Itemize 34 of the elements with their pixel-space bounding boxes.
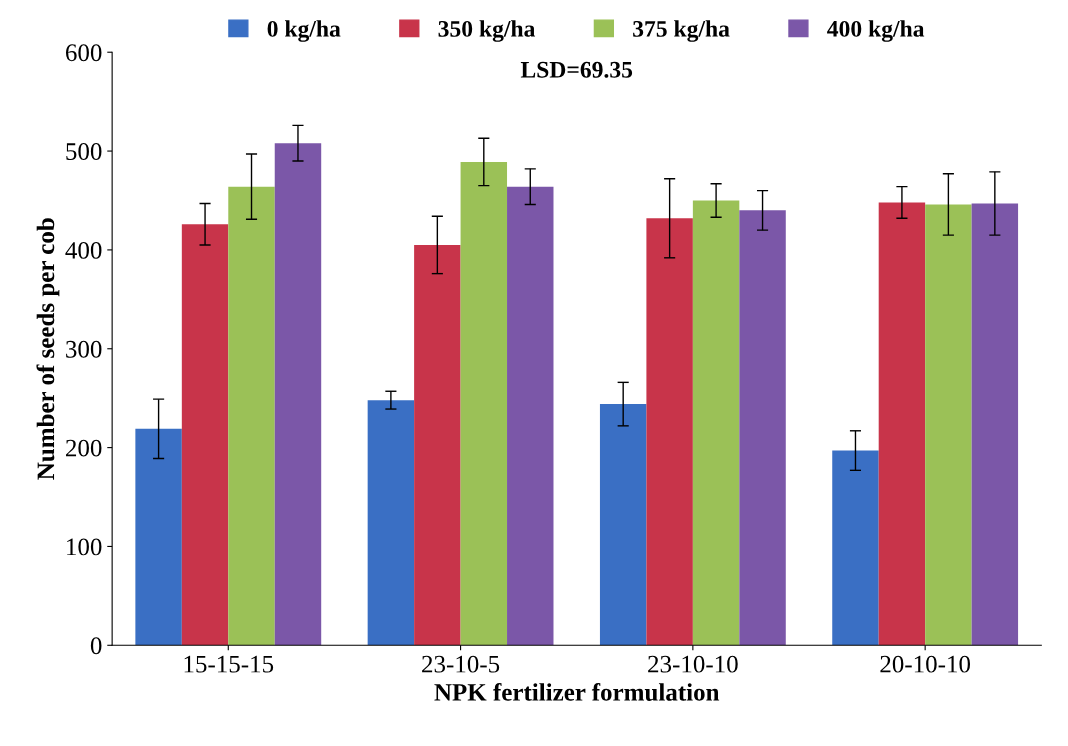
x-axis-title: NPK fertilizer formulation bbox=[434, 682, 720, 701]
x-tick-label: 23-10-10 bbox=[648, 655, 738, 673]
y-tick-label: 300 bbox=[66, 340, 102, 358]
legend-label: 400 kg/ha bbox=[827, 20, 925, 42]
bar bbox=[228, 186, 275, 646]
y-tick-label: 200 bbox=[66, 439, 102, 457]
legend-label: 375 kg/ha bbox=[633, 20, 730, 42]
legend-label: 0 kg/ha bbox=[267, 20, 341, 42]
bar bbox=[646, 218, 693, 646]
y-tick-label: 400 bbox=[65, 241, 102, 259]
bar bbox=[925, 204, 972, 646]
bar bbox=[274, 143, 322, 646]
bar bbox=[739, 210, 786, 646]
x-tick-label: 15-15-15 bbox=[184, 655, 274, 673]
bar bbox=[135, 428, 182, 646]
x-tick-label: 23-10-5 bbox=[422, 655, 500, 673]
annotation: LSD=69.35 bbox=[520, 61, 633, 78]
x-tick-label: 20-10-10 bbox=[880, 655, 971, 673]
bar bbox=[878, 202, 926, 646]
bar bbox=[367, 400, 415, 646]
bar bbox=[460, 161, 508, 646]
y-tick-label: 0 bbox=[90, 637, 102, 655]
y-tick-label: 100 bbox=[67, 538, 102, 556]
bar bbox=[507, 186, 554, 646]
bar bbox=[414, 244, 461, 646]
bar bbox=[971, 203, 1019, 646]
y-tick-label: 600 bbox=[65, 44, 102, 62]
bar bbox=[181, 224, 229, 646]
bar bbox=[692, 200, 740, 646]
bar bbox=[599, 404, 647, 646]
y-tick-label: 500 bbox=[66, 143, 102, 160]
bar bbox=[832, 450, 879, 646]
y-axis-title: Number of seeds per cob bbox=[36, 218, 60, 480]
legend-label: 350 kg/ha bbox=[438, 20, 536, 42]
